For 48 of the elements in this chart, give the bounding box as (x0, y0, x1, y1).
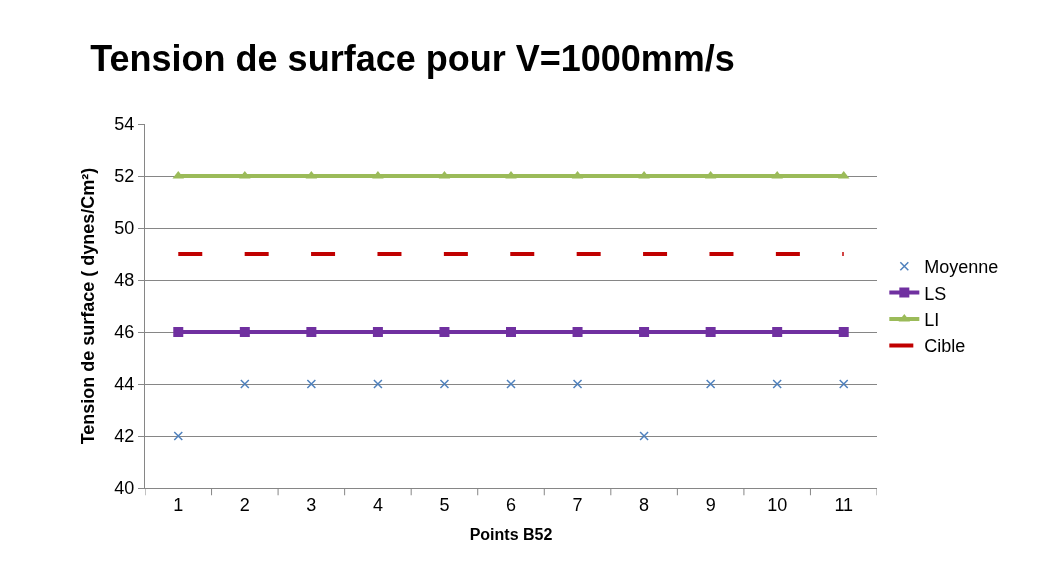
point (639, 327, 650, 337)
x-tick-label: 11 (834, 494, 854, 515)
point (372, 327, 383, 337)
point (772, 327, 783, 337)
y-tick-label: 42 (114, 426, 135, 447)
y-tick-label: 46 (114, 322, 135, 343)
point (772, 379, 782, 389)
point (439, 379, 450, 389)
point (306, 379, 317, 389)
y-tick-label: 54 (114, 114, 135, 135)
x-tick-label: 8 (639, 494, 650, 515)
x-tick-label: 9 (705, 494, 716, 515)
x-tick-label: 3 (306, 494, 317, 515)
point (173, 431, 184, 441)
x-tick-label: 5 (439, 494, 450, 515)
x-tick-label: 4 (372, 494, 383, 515)
x-axis-title: Points B52 (469, 526, 553, 544)
point (506, 379, 516, 389)
point (173, 327, 184, 337)
point (373, 379, 383, 389)
point (705, 379, 716, 389)
point (239, 327, 250, 337)
point (572, 379, 583, 389)
point (639, 431, 649, 441)
x-tick-label: 2 (239, 494, 250, 515)
y-axis-title: Tension de surface ( dynes/Cm²) (77, 167, 98, 445)
legend-label: Moyenne (924, 257, 999, 278)
y-tick-label: 40 (114, 478, 135, 499)
legend-label: LI (924, 310, 940, 331)
y-tick-label: 50 (114, 218, 135, 239)
point (506, 327, 516, 337)
point (838, 379, 849, 389)
point (705, 327, 716, 337)
x-tick-label: 6 (505, 494, 517, 515)
x-tick-label: 7 (572, 494, 583, 515)
y-tick-label: 48 (114, 270, 135, 291)
point (306, 327, 317, 337)
point (838, 327, 849, 337)
point (439, 327, 450, 337)
legend-label: Cible (924, 336, 966, 357)
y-tick-label: 52 (114, 166, 135, 187)
point (240, 379, 250, 389)
x-tick-label: 10 (767, 494, 788, 515)
x-tick-label: 1 (173, 494, 184, 515)
y-tick-label: 44 (114, 374, 135, 395)
point (572, 327, 583, 337)
chart-title: Tension de surface pour V=1000mm/s (90, 37, 735, 79)
legend-label: LS (924, 283, 947, 304)
